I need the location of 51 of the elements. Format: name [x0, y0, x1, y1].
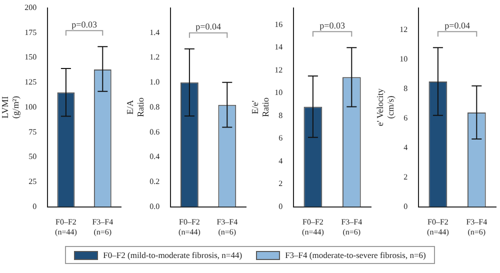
y-tick-label: 0.0: [150, 202, 160, 211]
x-tick-label: F0–F2 (n=44): [178, 218, 201, 236]
y-tick-label: 14: [274, 42, 283, 52]
y-tick-label: 0.8: [150, 102, 160, 112]
y-tick-label: 175: [24, 28, 37, 37]
y-tick-label: 200: [24, 2, 37, 12]
y-tick-label: 16: [274, 20, 283, 29]
y-tick-label: 125: [24, 78, 37, 87]
y-tick-label: 0.2: [150, 177, 160, 186]
y-tick-label: 0: [278, 202, 283, 211]
x-tick-label: F3–F4 (n=6): [466, 218, 488, 236]
x-tick-label: F3–F4 (n=6): [216, 218, 238, 236]
y-tick-label: 0.6: [150, 127, 160, 136]
x-tick-label: F0–F2 (n=44): [427, 218, 450, 236]
y-tick-label: 150: [24, 52, 37, 62]
x-tick-label: F3–F4 (n=6): [341, 218, 362, 236]
y-tick-label: 6: [278, 134, 283, 143]
legend-label: F0–F2 (mild-to-moderate fibrosis, n=44): [103, 250, 242, 260]
y-tick-label: 8: [278, 110, 283, 120]
y-tick-label: 2: [404, 172, 408, 182]
x-tick-label: F0–F2 (n=44): [302, 218, 324, 236]
y-tick-label: 1.0: [150, 78, 160, 87]
annotation: p=0.04: [196, 22, 222, 32]
y-tick-label: 50: [28, 152, 37, 162]
y-tick-label: 10: [274, 88, 283, 98]
y-axis-title: E/A Ratio: [124, 97, 146, 118]
y-tick-label: 12: [400, 25, 408, 34]
annotation: p=0.03: [320, 20, 346, 30]
y-tick-label: 4: [404, 142, 408, 152]
annotation: p=0.03: [72, 19, 98, 30]
y-tick-label: 100: [24, 102, 37, 112]
y-tick-label: 4: [278, 156, 283, 166]
y-tick-label: 10: [400, 54, 408, 64]
y-tick-label: 25: [28, 177, 37, 186]
legend-label: F3–F4 (moderate-to-severe fibrosis, n=6): [285, 250, 426, 260]
y-tick-label: 1.4: [150, 28, 160, 37]
x-tick-label: F0–F2 (n=44): [55, 218, 78, 236]
y-tick-label: 1.2: [150, 52, 160, 62]
y-tick-label: 6: [404, 113, 408, 122]
y-tick-label: 12: [274, 65, 283, 74]
x-tick-label: F3–F4 (n=6): [92, 218, 114, 236]
y-tick-label: 0: [404, 202, 408, 211]
y-axis-title: e' Velocity (cm/s): [374, 88, 396, 126]
y-axis-title: LVMI (g/m²): [0, 96, 21, 119]
y-tick-label: 2: [278, 179, 283, 188]
y-tick-label: 0: [32, 202, 37, 211]
y-axis-title: E/e' Ratio: [250, 97, 271, 118]
annotation: p=0.04: [444, 20, 470, 30]
y-tick-label: 75: [28, 127, 37, 136]
y-tick-label: 0.4: [150, 152, 160, 162]
y-tick-label: 8: [404, 84, 408, 93]
